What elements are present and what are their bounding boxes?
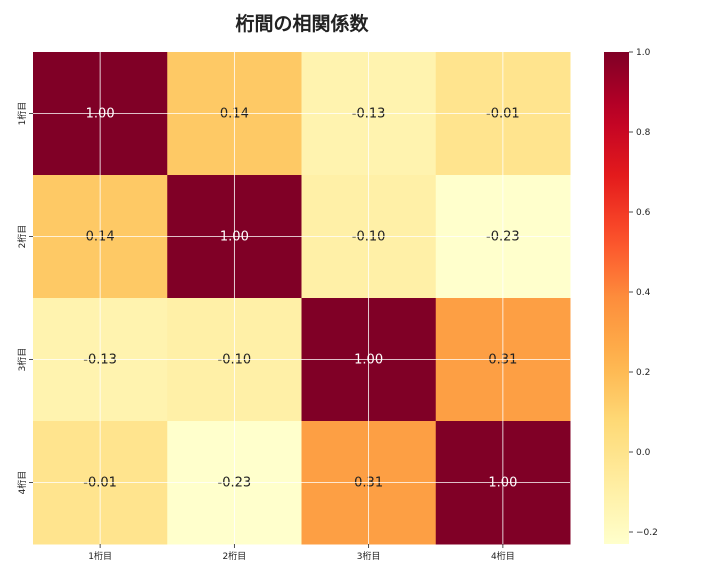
y-tick-label: 2桁目 xyxy=(16,225,28,249)
gridlines xyxy=(33,52,570,544)
colorbar-tick-label: 0.6 xyxy=(636,208,651,218)
y-tick-label: 4桁目 xyxy=(16,471,28,495)
colorbar: 1.0 0.8 0.6 0.4 0.2 0.0 −0.2 xyxy=(604,48,658,544)
x-tick-label: 3桁目 xyxy=(357,550,381,562)
y-tick-label: 1桁目 xyxy=(16,102,28,126)
colorbar-tick-label: 0.4 xyxy=(636,288,651,298)
colorbar-tick-label: 0.0 xyxy=(636,448,651,458)
x-tick-label: 2桁目 xyxy=(223,550,247,562)
x-tick-label: 4桁目 xyxy=(491,550,515,562)
colorbar-tick-label: 0.2 xyxy=(636,368,650,378)
chart-title: 桁間の相関係数 xyxy=(235,12,369,35)
x-tick-label: 1桁目 xyxy=(88,550,112,562)
colorbar-tick-label: 1.0 xyxy=(636,48,651,58)
colorbar-gradient xyxy=(604,52,629,544)
colorbar-tick-label: −0.2 xyxy=(636,528,658,538)
colorbar-tick-label: 0.8 xyxy=(636,128,651,138)
y-tick-label: 3桁目 xyxy=(16,348,28,372)
y-axis: 1桁目 2桁目 3桁目 4桁目 xyxy=(16,102,33,495)
heatmap-cells: 1.00 0.14 -0.13 -0.010.14 1.00 -0.10 -0.23-0.1… xyxy=(33,52,571,545)
x-axis: 1桁目 2桁目 3桁目 4桁目 xyxy=(88,544,515,562)
